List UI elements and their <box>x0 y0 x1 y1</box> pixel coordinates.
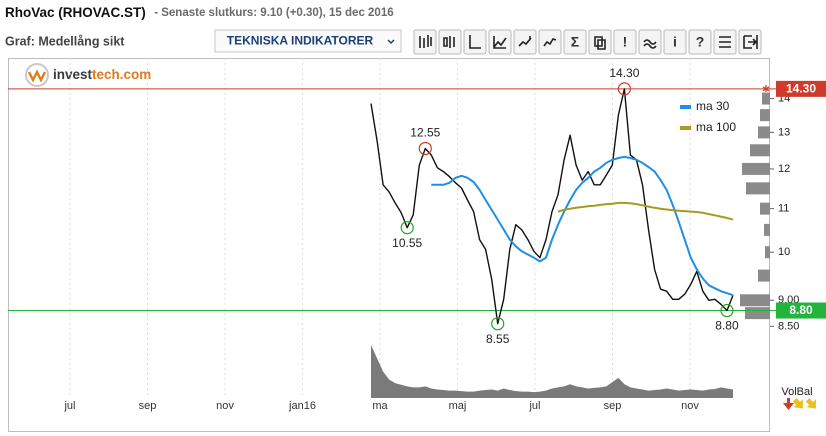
toolbar-button[interactable] <box>513 29 537 55</box>
toolbar-icon <box>493 36 507 49</box>
stock-subtitle: - Senaste slutkurs: 9.10 (+0.30), 15 dec… <box>154 7 393 19</box>
logo-mark <box>27 69 47 83</box>
high-star <box>762 84 770 92</box>
toolbar-button[interactable] <box>413 29 437 55</box>
dropdown-text[interactable]: TEKNISKA INDIKATORER <box>227 34 374 48</box>
x-tick-label: jul <box>63 400 75 412</box>
toolbar-icon <box>443 36 455 48</box>
toolbar-button[interactable] <box>538 29 562 55</box>
toolbar-button[interactable] <box>463 29 487 55</box>
toolbar-icon <box>419 35 432 48</box>
volbal-arrow-down <box>783 398 794 410</box>
price-line <box>370 88 734 325</box>
logo: investtech.com <box>25 63 151 87</box>
volume-profile-bar <box>765 246 770 259</box>
extreme-label: 12.55 <box>410 126 440 140</box>
extreme-label: 14.30 <box>609 66 639 80</box>
reference-label-box <box>776 302 826 319</box>
volbal-arrow-side <box>792 398 803 409</box>
toolbar-glyph: Σ <box>571 34 579 50</box>
y-tick-label: 10 <box>778 246 790 258</box>
toolbar-button[interactable] <box>613 29 637 55</box>
volume-area <box>371 345 733 398</box>
toolbar-button[interactable] <box>563 29 587 55</box>
logo-text: investtech.com <box>53 67 151 82</box>
volume-profile-bar <box>758 269 770 282</box>
reference-label: 14.30 <box>786 82 816 96</box>
volbal-arrows <box>783 398 816 410</box>
volume-profile-bar <box>758 126 770 139</box>
volume-profile-bar <box>760 109 770 122</box>
volume-profile-bar <box>762 92 770 105</box>
x-tick-label: sep <box>604 400 622 412</box>
volbal-label: VolBal <box>781 386 812 398</box>
extreme-label: 8.80 <box>715 319 739 333</box>
toolbar-icon <box>469 35 481 49</box>
extreme-marker <box>617 82 632 96</box>
volume-profile-bar <box>742 162 770 175</box>
y-tick-label: 13 <box>778 126 790 138</box>
volume-profile-bar <box>764 223 770 236</box>
reference-label: 8.80 <box>789 303 813 317</box>
logo-invest: invest <box>53 67 93 82</box>
toolbar-icon <box>719 36 731 48</box>
moving-average-line <box>557 201 734 221</box>
extreme-marker <box>491 317 505 331</box>
extreme-marker <box>720 303 734 318</box>
toolbar-icon <box>594 36 606 50</box>
extreme-label: 8.55 <box>486 332 510 346</box>
volume-profile-bar <box>746 182 770 195</box>
plot-frame <box>8 58 770 432</box>
x-tick-label: ma <box>372 400 388 412</box>
toolbar-glyph: ! <box>623 34 628 50</box>
x-tick-label: jul <box>528 400 540 412</box>
y-tick-label: 12 <box>778 163 790 175</box>
toolbar-icon <box>743 35 758 49</box>
header-line: RhoVac (RHOVAC.ST) - Senaste slutkurs: 9… <box>5 4 394 21</box>
x-tick-label: jan16 <box>288 400 316 412</box>
volume-profile-bar <box>750 144 770 157</box>
extreme-marker <box>418 141 432 156</box>
volume-profile-bar <box>745 307 770 320</box>
y-tick-label: 8.50 <box>778 320 799 332</box>
toolbar-button[interactable] <box>663 29 687 55</box>
extreme-marker <box>400 221 414 235</box>
toolbar-icon <box>518 36 532 47</box>
toolbar-icon <box>643 39 657 49</box>
extreme-label: 10.55 <box>392 236 422 250</box>
legend-label: ma 100 <box>696 120 736 134</box>
volume-profile-bar <box>740 294 770 307</box>
volbal-arrow-side <box>805 398 816 409</box>
legend-label: ma 30 <box>696 99 730 113</box>
logo-ring <box>25 63 49 87</box>
x-tick-label: nov <box>681 400 699 412</box>
x-tick-label: sep <box>139 400 157 412</box>
toolbar: Σ! i? <box>413 29 762 55</box>
dropdown-box[interactable] <box>214 29 402 53</box>
graph-label: Graf: Medellång sikt <box>5 34 125 48</box>
toolbar-button[interactable] <box>488 29 512 55</box>
x-tick-label: maj <box>449 400 467 412</box>
logo-tech: tech.com <box>92 67 151 82</box>
toolbar-glyph: i <box>673 34 677 50</box>
toolbar-glyph: ? <box>696 34 705 50</box>
volume-profile-bar <box>760 202 770 215</box>
toolbar-button[interactable] <box>688 29 712 55</box>
y-tick-label: 11 <box>778 203 789 215</box>
toolbar-icon <box>543 38 557 47</box>
dropdown-arrow <box>387 39 395 45</box>
moving-average-line <box>431 155 734 297</box>
toolbar-button[interactable] <box>588 29 612 55</box>
reference-label-box <box>776 80 826 97</box>
indicator-dropdown[interactable]: TEKNISKA INDIKATORER <box>214 29 402 53</box>
x-tick-label: nov <box>216 400 234 412</box>
stock-title: RhoVac (RHOVAC.ST) <box>5 5 146 20</box>
